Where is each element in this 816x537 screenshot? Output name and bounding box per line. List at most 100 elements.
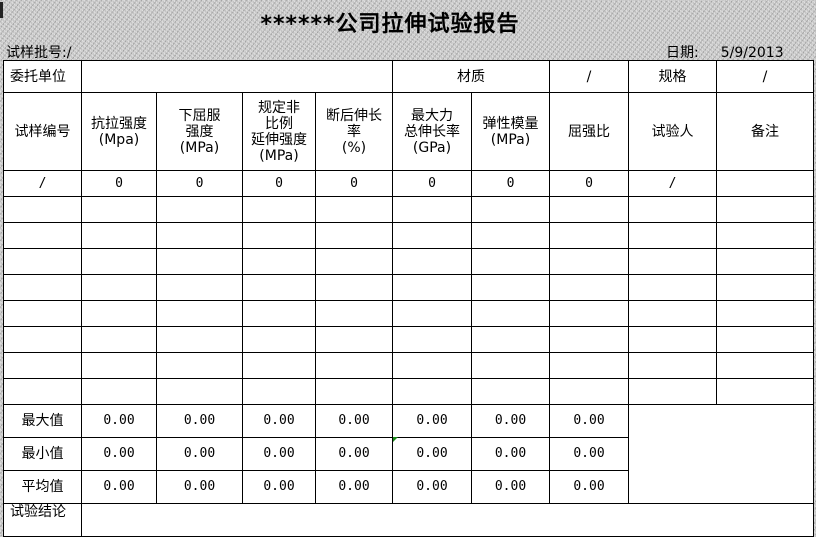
table-cell[interactable]: 0: [315, 170, 393, 197]
table-cell[interactable]: [81, 222, 157, 249]
table-cell[interactable]: [81, 248, 157, 275]
table-cell[interactable]: [716, 196, 814, 223]
table-cell[interactable]: [471, 300, 550, 327]
table-cell[interactable]: [156, 300, 243, 327]
table-cell[interactable]: [716, 352, 814, 379]
table-cell[interactable]: [315, 196, 393, 223]
table-cell[interactable]: [716, 326, 814, 353]
batch-value[interactable]: /: [66, 45, 72, 61]
table-cell[interactable]: [549, 222, 629, 249]
table-cell[interactable]: 0: [392, 170, 472, 197]
stat-value[interactable]: 0.00: [242, 437, 316, 471]
table-cell[interactable]: [81, 352, 157, 379]
table-cell[interactable]: [549, 326, 629, 353]
stat-value[interactable]: 0.00: [549, 437, 629, 471]
table-cell[interactable]: 0: [471, 170, 550, 197]
material-value[interactable]: /: [549, 60, 629, 93]
table-cell[interactable]: [716, 274, 814, 301]
table-cell[interactable]: [716, 222, 814, 249]
stat-value[interactable]: 0.00: [392, 470, 472, 504]
table-cell[interactable]: [716, 378, 814, 405]
stat-value[interactable]: 0.00: [156, 470, 243, 504]
table-cell[interactable]: [315, 274, 393, 301]
table-cell[interactable]: [471, 378, 550, 405]
spec-value[interactable]: /: [716, 60, 814, 93]
stat-value[interactable]: 0.00: [315, 404, 393, 438]
table-cell[interactable]: [392, 274, 472, 301]
table-cell[interactable]: [315, 300, 393, 327]
table-cell[interactable]: [392, 326, 472, 353]
table-cell[interactable]: [3, 352, 82, 379]
table-cell[interactable]: [549, 300, 629, 327]
stat-value[interactable]: 0.00: [156, 404, 243, 438]
table-cell[interactable]: [156, 248, 243, 275]
table-cell[interactable]: [3, 196, 82, 223]
table-cell[interactable]: [628, 300, 717, 327]
client-value[interactable]: [81, 60, 393, 93]
table-cell[interactable]: [549, 274, 629, 301]
table-cell[interactable]: [716, 300, 814, 327]
date-value[interactable]: 5/9/2013: [720, 45, 784, 61]
stat-value[interactable]: 0.00: [392, 437, 472, 471]
table-cell[interactable]: [81, 378, 157, 405]
table-cell[interactable]: [3, 248, 82, 275]
table-cell[interactable]: [3, 274, 82, 301]
table-cell[interactable]: [242, 274, 316, 301]
table-cell[interactable]: [3, 326, 82, 353]
stat-value[interactable]: 0.00: [392, 404, 472, 438]
table-cell[interactable]: [315, 326, 393, 353]
table-cell[interactable]: [471, 274, 550, 301]
table-cell[interactable]: [242, 196, 316, 223]
table-cell[interactable]: 0: [81, 170, 157, 197]
table-cell[interactable]: [628, 222, 717, 249]
table-cell[interactable]: 0: [242, 170, 316, 197]
table-cell[interactable]: /: [628, 170, 717, 197]
table-cell[interactable]: [156, 352, 243, 379]
table-cell[interactable]: [716, 248, 814, 275]
table-cell[interactable]: [156, 326, 243, 353]
table-cell[interactable]: [628, 196, 717, 223]
stat-value[interactable]: 0.00: [242, 470, 316, 504]
table-cell[interactable]: [81, 300, 157, 327]
table-cell[interactable]: [242, 352, 316, 379]
table-cell[interactable]: [392, 248, 472, 275]
table-cell[interactable]: [242, 326, 316, 353]
table-cell[interactable]: [81, 274, 157, 301]
table-cell[interactable]: 0: [156, 170, 243, 197]
stat-value[interactable]: 0.00: [81, 470, 157, 504]
table-cell[interactable]: [392, 378, 472, 405]
stat-value[interactable]: 0.00: [242, 404, 316, 438]
table-cell[interactable]: [156, 378, 243, 405]
table-cell[interactable]: [315, 378, 393, 405]
table-cell[interactable]: [156, 274, 243, 301]
table-cell[interactable]: [156, 196, 243, 223]
table-cell[interactable]: [242, 378, 316, 405]
table-cell[interactable]: [549, 248, 629, 275]
table-cell[interactable]: [471, 196, 550, 223]
table-cell[interactable]: [471, 248, 550, 275]
table-cell[interactable]: [471, 326, 550, 353]
stat-value[interactable]: 0.00: [156, 437, 243, 471]
table-cell[interactable]: [549, 352, 629, 379]
table-cell[interactable]: [242, 222, 316, 249]
table-cell[interactable]: [628, 352, 717, 379]
stat-value[interactable]: 0.00: [81, 404, 157, 438]
stat-value[interactable]: 0.00: [315, 470, 393, 504]
table-cell[interactable]: [315, 248, 393, 275]
table-cell[interactable]: 0: [549, 170, 629, 197]
table-cell[interactable]: [156, 222, 243, 249]
table-cell[interactable]: [3, 378, 82, 405]
table-cell[interactable]: [392, 196, 472, 223]
table-cell[interactable]: [392, 300, 472, 327]
table-cell[interactable]: [471, 222, 550, 249]
table-cell[interactable]: [81, 196, 157, 223]
table-cell[interactable]: [81, 326, 157, 353]
table-cell[interactable]: [628, 378, 717, 405]
table-cell[interactable]: [549, 378, 629, 405]
table-cell[interactable]: [628, 326, 717, 353]
table-cell[interactable]: /: [3, 170, 82, 197]
table-cell[interactable]: [716, 170, 814, 197]
stat-value[interactable]: 0.00: [549, 404, 629, 438]
stat-value[interactable]: 0.00: [471, 470, 550, 504]
table-cell[interactable]: [315, 352, 393, 379]
